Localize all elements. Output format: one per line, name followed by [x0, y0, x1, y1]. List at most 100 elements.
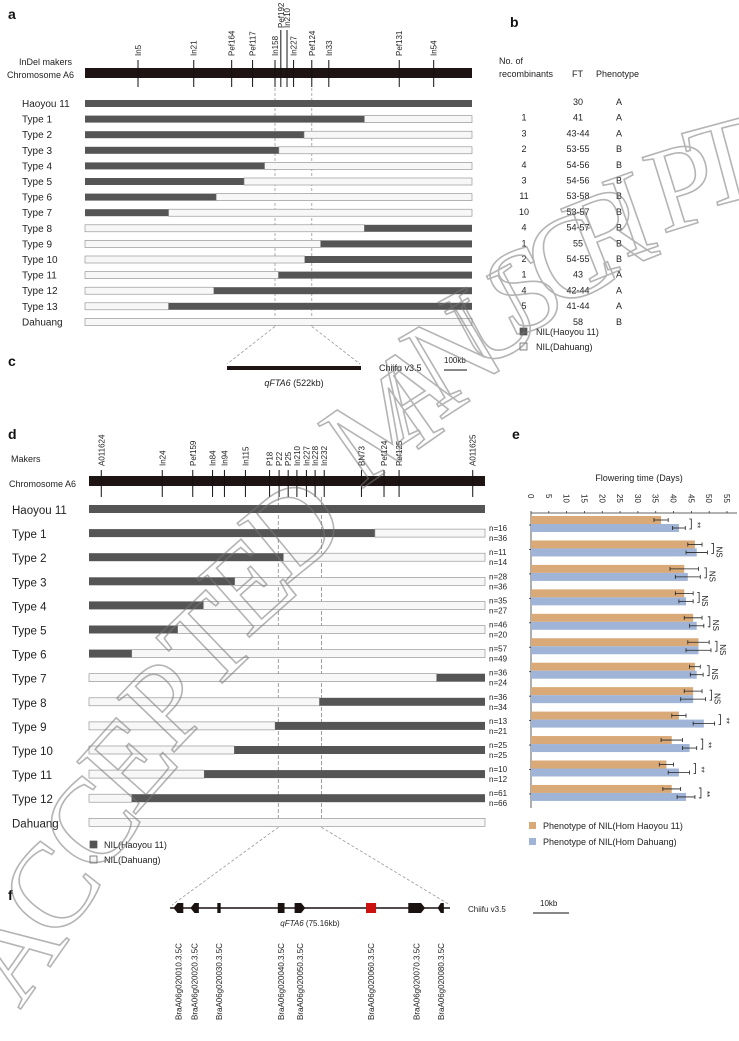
marker-label: In210 [293, 445, 302, 466]
gene-model [277, 903, 285, 913]
recombinant-count: 1 [521, 113, 526, 123]
bar-dahuang [531, 670, 697, 679]
x-tick-label: 10 [562, 494, 571, 503]
significance-label: ** [697, 767, 706, 773]
bar-dahuang [531, 621, 697, 630]
ft-value: 41-44 [566, 301, 589, 311]
marker-label: Pef164 [228, 30, 237, 56]
sample-size-haoyou: n=36 [489, 693, 508, 702]
header-no-of: No. of [499, 56, 524, 66]
marker-label: Pef125 [395, 440, 404, 466]
marker-label: In228 [311, 445, 320, 466]
genotype-label: Haoyou 11 [22, 99, 70, 110]
chromosome-label: Chromosome A6 [9, 479, 76, 489]
sample-size-dahuang: n=24 [489, 679, 508, 688]
recombinant-count: 4 [521, 285, 526, 295]
sample-size-haoyou: n=13 [489, 717, 508, 726]
sample-size-haoyou: n=57 [489, 645, 508, 654]
panel-d: Makers Chromosome A6 A011624 In24 Pef159 In84… [9, 434, 508, 906]
legend-label: NIL(Dahuang) [104, 855, 161, 865]
x-tick-label: 40 [669, 494, 678, 503]
dahuang-segment [374, 528, 486, 538]
genotype-label: Type 11 [12, 770, 52, 782]
significance-bracket [700, 738, 704, 750]
bar-haoyou [531, 736, 672, 745]
recombinant-count: 2 [521, 144, 526, 154]
bar-haoyou [531, 662, 695, 671]
dahuang-segment [215, 193, 473, 201]
legend-label: NIL(Haoyou 11) [104, 840, 167, 850]
haoyou-segment [85, 209, 169, 217]
marker-label: In24 [158, 450, 167, 466]
haoyou-segment [304, 256, 472, 263]
dahuang-segment [364, 115, 473, 123]
panel-c: qFTA6 (522kb) Chiifu v3.5 100kb [227, 356, 467, 388]
x-tick-label: 45 [686, 494, 695, 503]
x-tick-label: 50 [704, 494, 713, 503]
phenotype-value: B [616, 160, 622, 170]
genotype-label: Type 4 [12, 601, 47, 613]
significance-label: NS [718, 644, 727, 655]
gene-model [217, 903, 221, 913]
marker-label: In232 [320, 445, 329, 466]
chromosome-bar [85, 68, 472, 78]
bar-haoyou [531, 516, 662, 524]
phenotype-value: B [616, 254, 622, 264]
marker-label: In33 [325, 40, 334, 56]
reference-genome-label: Chiifu v3.5 [379, 363, 422, 373]
gene-id-label: BraA06g020070.3.5C [413, 943, 422, 1020]
genotype-label: Type 2 [22, 130, 52, 141]
significance-bracket [704, 567, 707, 579]
haoyou-segment [89, 505, 485, 513]
genotype-label: Type 11 [22, 271, 57, 282]
dahuang-segment [84, 318, 473, 326]
sample-size-haoyou: n=16 [489, 524, 508, 533]
significance-label: ** [704, 742, 713, 748]
sample-size-dahuang: n=34 [489, 703, 508, 712]
legend-swatch-dahuang [519, 342, 528, 351]
haoyou-segment [89, 529, 375, 538]
bar-dahuang [531, 524, 679, 532]
dahuang-segment [131, 649, 486, 658]
dahuang-segment [278, 146, 473, 155]
genotype-label: Type 1 [22, 115, 52, 126]
x-tick-label: 30 [633, 494, 642, 503]
bar-haoyou [531, 589, 685, 598]
gene-model [437, 903, 444, 913]
haoyou-segment [85, 162, 265, 170]
header-recombinants: recombinants [499, 69, 554, 79]
sample-size-haoyou: n=11 [489, 548, 507, 557]
genotype-label: Type 8 [12, 698, 47, 710]
legend-swatch-haoyou [529, 822, 536, 829]
ft-value: 54-56 [566, 176, 589, 186]
marker-label: P22 [275, 451, 284, 466]
marker-label: In5 [134, 44, 143, 56]
haoyou-segment [89, 601, 204, 610]
phenotype-value: A [616, 301, 622, 311]
sample-size-haoyou: n=28 [489, 572, 508, 581]
haoyou-segment [85, 193, 217, 201]
significance-label: NS [707, 571, 716, 582]
genotype-label: Type 4 [22, 161, 52, 172]
ft-value: 55 [573, 238, 583, 248]
significance-label: ** [722, 718, 731, 724]
sample-size-haoyou: n=10 [489, 765, 508, 774]
dahuang-segment [234, 576, 486, 586]
significance-bracket [707, 665, 710, 677]
sample-size-dahuang: n=27 [489, 606, 508, 615]
qfta6-region-label: qFTA6 (75.16kb) [280, 919, 340, 928]
x-tick-label: 20 [597, 494, 606, 503]
marker-label: In210 [283, 7, 292, 28]
bar-dahuang [531, 792, 687, 801]
dahuang-segment [283, 552, 486, 562]
ft-value: 58 [573, 317, 583, 327]
marker-label: In227 [290, 35, 299, 56]
gene-id-label: BraA06g020030.3.5C [215, 943, 224, 1020]
panel-f: BraA06g020010.3.5C BraA06g020020.3.5C BraA… [170, 899, 569, 1020]
recombinant-count: 11 [519, 191, 528, 201]
legend-swatch-dahuang [89, 855, 98, 864]
marker-label: BN73 [357, 445, 366, 466]
bar-dahuang [531, 695, 694, 704]
bar-haoyou [531, 760, 667, 769]
